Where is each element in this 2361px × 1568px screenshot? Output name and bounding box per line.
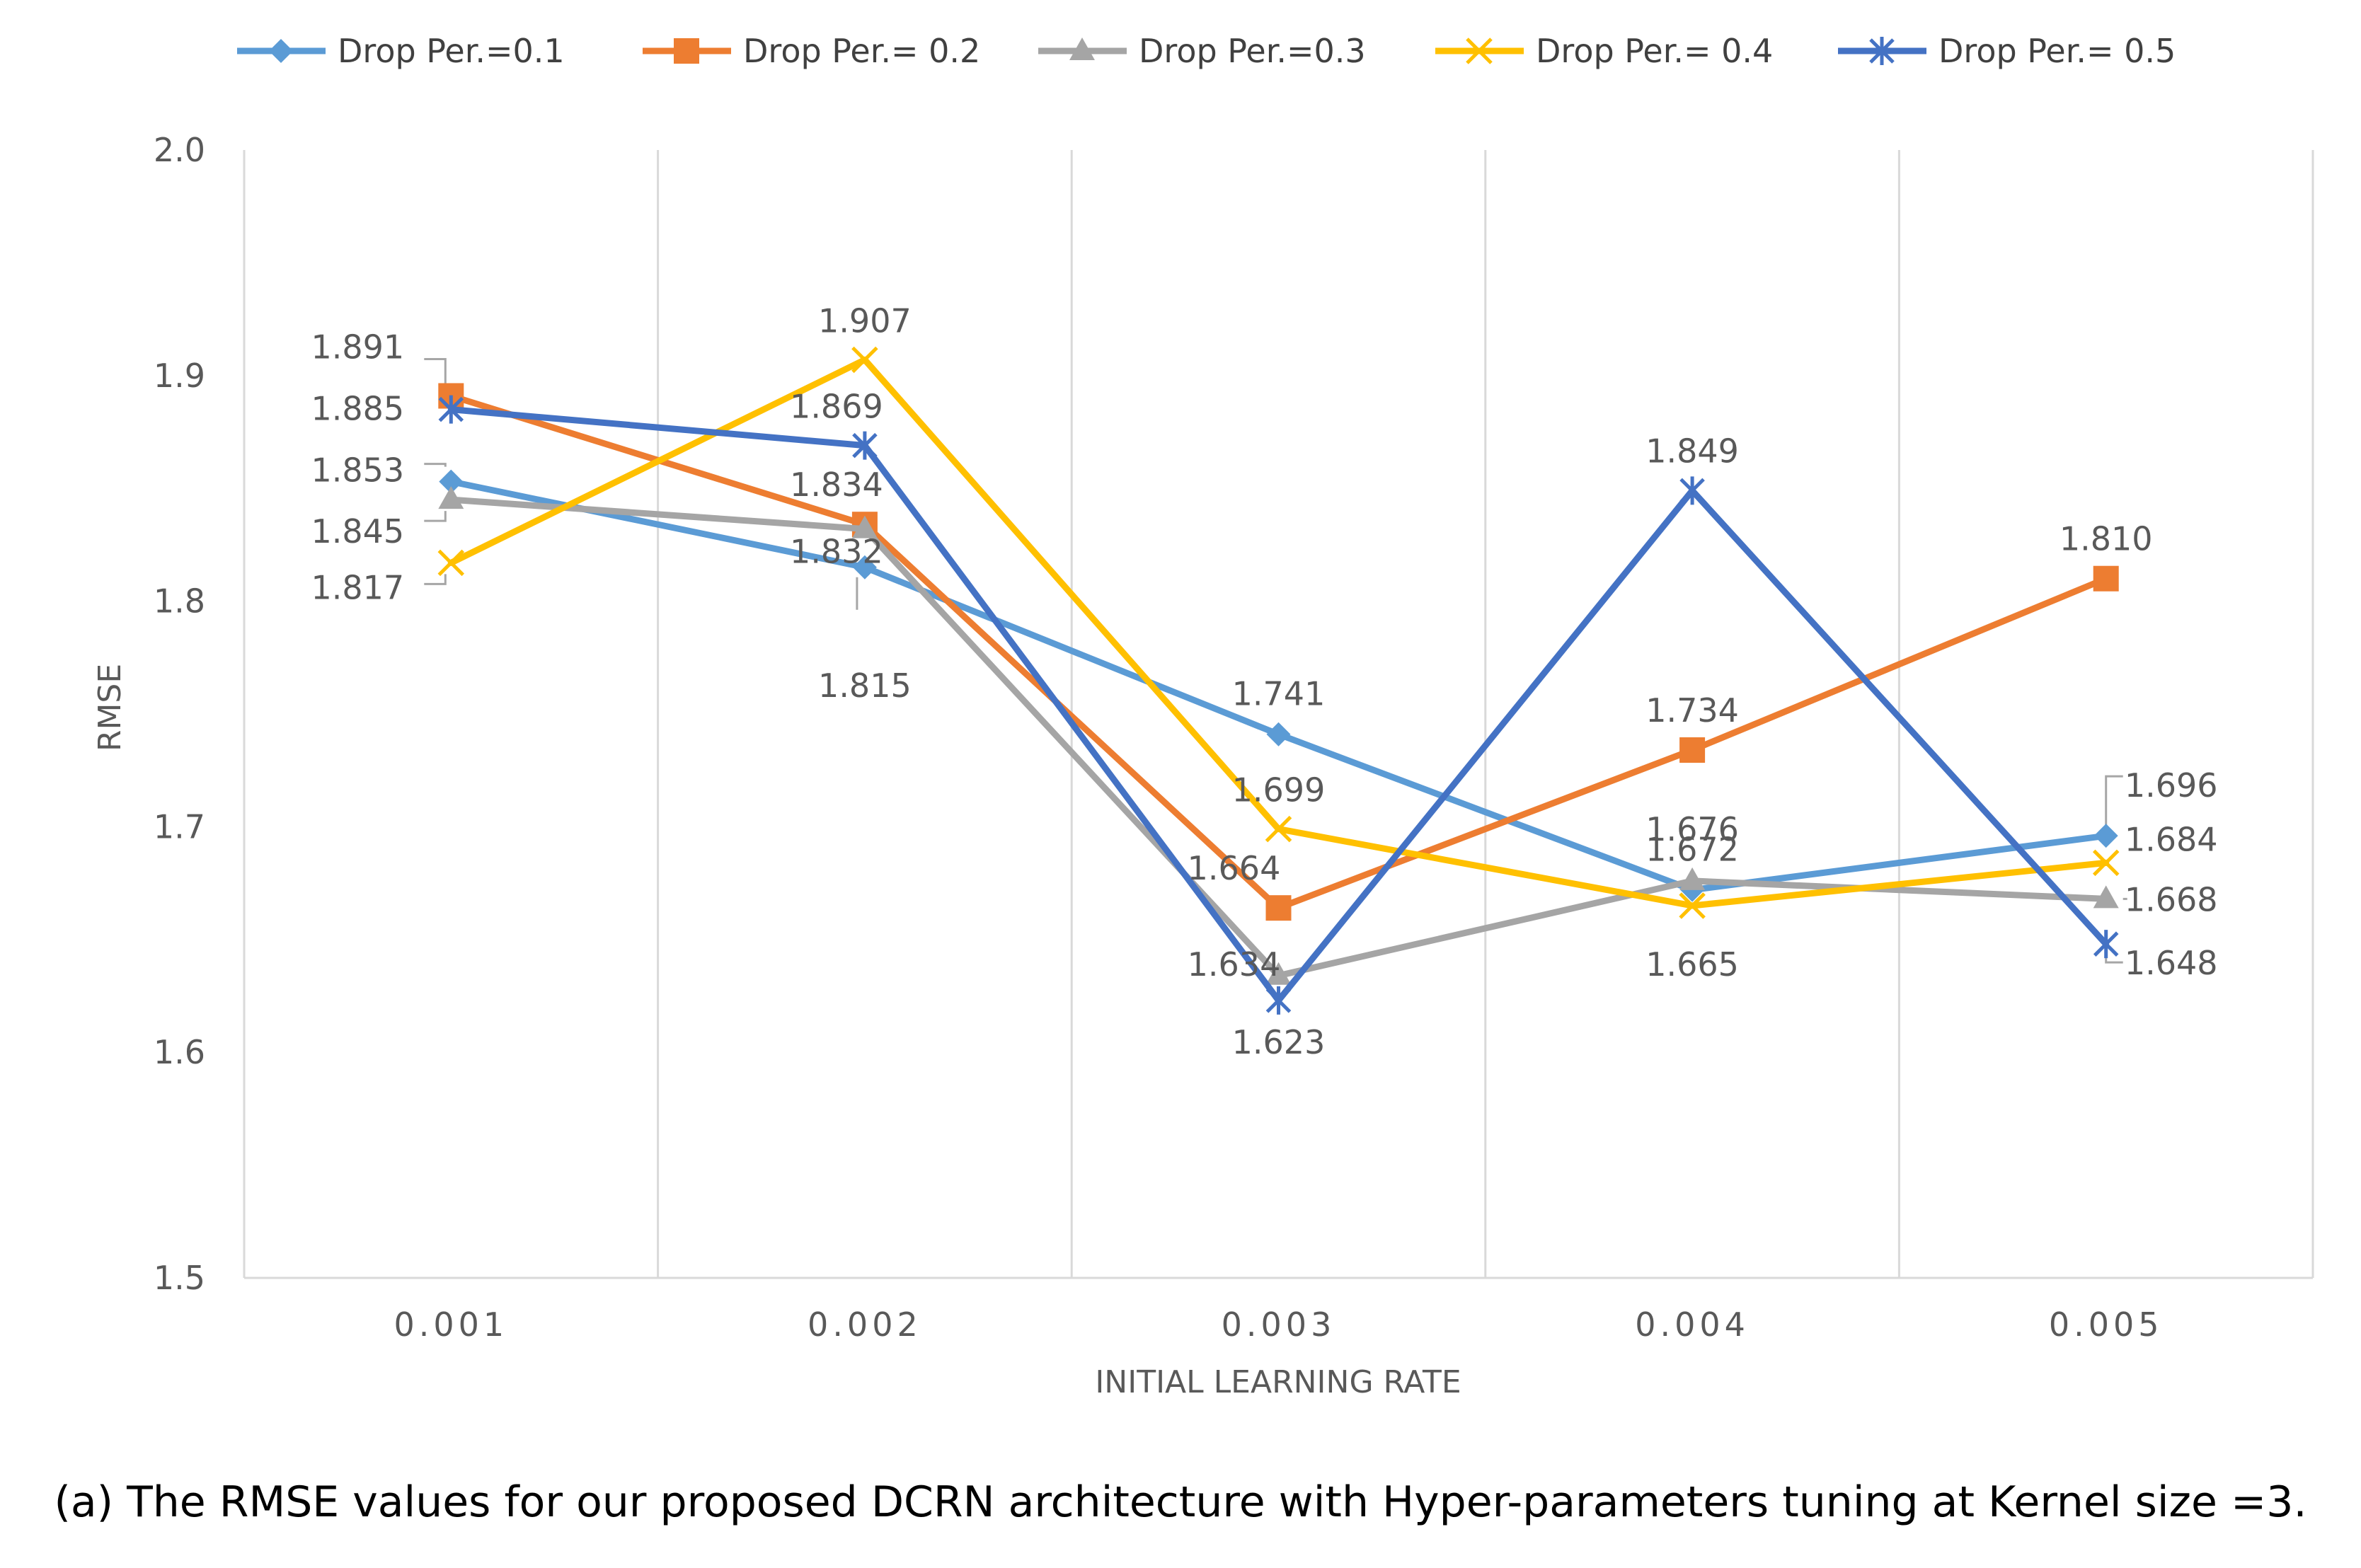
series-4 (437, 346, 2120, 919)
legend-marker-x (1466, 38, 1493, 64)
label-leader-line (2105, 954, 2123, 964)
data-point-triangle (1265, 962, 1292, 985)
legend-item: Drop Per.=0.3 (1038, 32, 1366, 70)
legend-marker-diamond (269, 39, 293, 63)
data-label: 1.665 (1645, 945, 1739, 984)
data-point-triangle (438, 486, 464, 509)
label-leader-line (2105, 775, 2123, 828)
legend-marker-star (1869, 37, 1895, 65)
y-axis-title: RMSE (92, 664, 128, 751)
label-leader-line (424, 574, 447, 585)
data-point-star (1679, 476, 1705, 505)
data-label: 1.845 (311, 512, 404, 550)
data-label: 1.817 (311, 568, 404, 606)
data-point-star (438, 395, 464, 424)
series-5 (438, 395, 2119, 1015)
data-label: 1.810 (2060, 520, 2153, 558)
data-label: 1.832 (790, 533, 883, 571)
data-label: 1.869 (790, 388, 883, 426)
series-lines (437, 346, 2120, 1015)
legend-item: Drop Per.=0.1 (237, 32, 565, 70)
legend-item: Drop Per.= 0.5 (1838, 32, 2176, 70)
x-tick-label: 0.003 (1222, 1305, 1336, 1344)
data-label: 1.853 (311, 451, 404, 490)
data-point-diamond (2093, 824, 2118, 848)
x-tick-label: 0.004 (1635, 1305, 1750, 1344)
series-3 (438, 486, 2119, 985)
data-label: 1.664 (1188, 849, 1281, 887)
data-point-triangle (851, 515, 878, 538)
data-label: 1.907 (818, 301, 912, 340)
figure-caption: (a) The RMSE values for our proposed DCR… (54, 1477, 2307, 1527)
data-label: 1.634 (1188, 945, 1281, 984)
data-label: 1.734 (1645, 691, 1739, 730)
data-label: 1.891 (311, 328, 404, 366)
data-label: 1.699 (1232, 771, 1326, 809)
data-point-triangle (1679, 867, 1706, 890)
data-point-triangle (2093, 885, 2119, 909)
legend-label: Drop Per.= 0.2 (743, 32, 980, 70)
data-point-star (2093, 930, 2119, 959)
data-label: 1.849 (1645, 432, 1739, 470)
axes: 1.5 1.6 1.7 1.8 1.9 2.0 0.001 0.002 0.003 0.004 0.… (154, 131, 2313, 1344)
legend-label: Drop Per.= 0.4 (1536, 32, 1773, 70)
data-label: 1.741 (1232, 675, 1326, 713)
data-point-x (2092, 849, 2120, 877)
data-point-diamond (852, 555, 877, 580)
legend: Drop Per.=0.1 Drop Per.= 0.2 Drop Per.=0.3… (237, 32, 2176, 70)
data-label: 1.834 (790, 466, 883, 504)
data-labels: 1.853 1.815 1.741 1.672 1.696 1.891 1.834 1.664… (311, 301, 2217, 1061)
data-label: 1.676 (1645, 810, 1739, 848)
legend-label: Drop Per.= 0.5 (1938, 32, 2176, 70)
series-line (447, 356, 2110, 909)
x-tick-label: 0.002 (808, 1305, 922, 1344)
data-label: 1.648 (2125, 944, 2218, 982)
x-tick-label: 0.001 (394, 1305, 508, 1344)
data-point-x (437, 549, 465, 577)
x-axis-title: INITIAL LEARNING RATE (1095, 1364, 1461, 1400)
data-point-square (1679, 737, 1706, 763)
label-leader-line (424, 463, 447, 467)
data-label: 1.684 (2125, 820, 2218, 858)
legend-item: Drop Per.= 0.4 (1435, 32, 1773, 70)
label-leader-line (424, 511, 447, 522)
x-tick-label: 0.005 (2049, 1305, 2164, 1344)
data-point-x (1265, 815, 1292, 843)
y-tick-label: 1.9 (154, 357, 205, 395)
data-point-diamond (439, 469, 464, 494)
data-label: 1.623 (1232, 1023, 1326, 1061)
data-point-diamond (1266, 722, 1291, 746)
legend-item: Drop Per.= 0.2 (643, 32, 980, 70)
data-point-star (1265, 986, 1292, 1015)
data-point-x (851, 346, 878, 374)
data-label: 1.696 (2125, 766, 2218, 805)
legend-label: Drop Per.=0.1 (338, 32, 565, 70)
legend-label: Drop Per.=0.3 (1139, 32, 1366, 70)
y-tick-label: 1.8 (154, 582, 205, 621)
data-label: 1.815 (818, 667, 912, 705)
y-tick-label: 1.5 (154, 1259, 205, 1297)
y-tick-label: 2.0 (154, 131, 205, 169)
series-2 (438, 383, 2119, 921)
data-point-square (1265, 895, 1292, 921)
data-label: 1.672 (1645, 831, 1739, 869)
data-point-square (2093, 565, 2119, 592)
gridlines (243, 150, 2314, 1278)
data-label: 1.668 (2125, 880, 2218, 918)
y-tick-label: 1.6 (154, 1033, 205, 1071)
data-point-x (1679, 892, 1706, 919)
y-tick-label: 1.7 (154, 807, 205, 846)
data-point-star (852, 431, 878, 460)
legend-marker-triangle (1069, 38, 1095, 60)
legend-marker-square (674, 38, 699, 64)
data-label: 1.885 (311, 390, 404, 428)
